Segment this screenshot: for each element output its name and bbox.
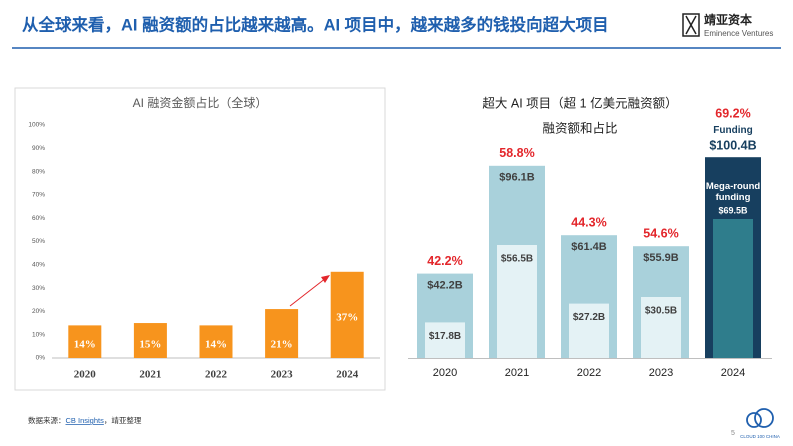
value-label: 15% [139,339,161,351]
share-label: 69.2% [715,106,750,120]
value-label: 14% [74,339,96,351]
y-tick-label: 0% [36,355,46,362]
trend-arrow [289,277,327,307]
badge-icon [746,412,762,428]
chart-title: 超大 AI 项目（超 1 亿美元融资额） [482,95,677,110]
value-label: $42.2B [427,280,463,292]
bar [199,325,233,358]
footer: 数据来源：CB Insights，靖亚整理 5 CLOUD 100 CHINA [28,408,780,439]
mega-round-bar [713,219,753,358]
x-tick-label: 2024 [336,369,359,381]
y-tick-label: 20% [32,308,45,315]
bar [68,325,102,358]
y-tick-label: 60% [32,215,45,222]
source-prefix: 数据来源： [28,415,66,425]
logo-icon-mark [685,15,697,35]
logo: 靖亚资本 Eminence Ventures [682,12,773,38]
value-label: $56.5B [501,254,533,265]
trend-arrowhead [321,275,330,283]
share-label: 58.8% [499,146,534,160]
y-tick-label: 50% [32,238,45,245]
y-tick-label: 90% [32,145,45,152]
share-label: 44.3% [571,215,606,229]
y-tick-label: 80% [32,168,45,175]
badge-icon [754,408,774,428]
logo-icon [682,13,700,37]
bar [265,309,299,358]
mega-round-bar [569,303,609,358]
mega-round-bar [497,245,537,358]
page-number: 5 [731,430,735,437]
x-tick-label: 2022 [577,367,601,379]
mega-round-bar [425,322,465,358]
x-tick-label: 2021 [505,367,529,379]
mega-round-bar [641,297,681,358]
value-label: $30.5B [645,306,677,317]
series-label: Mega-round funding [706,181,761,203]
source-suffix: ，靖亚整理 [104,415,142,425]
value-label: $100.4B [709,138,756,152]
share-label: 42.2% [427,254,462,268]
chart-frame [14,87,386,391]
x-tick-label: 2023 [271,369,294,381]
x-tick-label: 2020 [433,367,457,379]
value-label: 21% [271,339,293,351]
x-tick-label: 2024 [721,367,745,379]
value-label: 37% [336,311,358,323]
logo-sub: Eminence Ventures [704,29,773,38]
y-tick-label: 100% [28,122,45,129]
value-label: $96.1B [499,172,535,184]
chart-title: AI 融资金额占比（全球） [133,95,268,110]
value-label: $17.8B [429,331,461,342]
value-label: $61.4B [571,241,607,253]
badge-text: CLOUD 100 CHINA [740,434,780,439]
series-label: Funding [713,125,752,136]
x-tick-label: 2021 [139,369,161,381]
chart-subtitle: 融资额和占比 [542,120,617,135]
value-label: $27.2B [573,312,605,323]
x-tick-label: 2020 [74,369,97,381]
y-tick-label: 30% [32,285,45,292]
source-text: 数据来源：CB Insights，靖亚整理 [28,415,142,425]
logo-name: 靖亚资本 [704,12,752,27]
source-link[interactable]: CB Insights [66,416,105,425]
x-tick-label: 2022 [205,369,228,381]
x-tick-label: 2023 [649,367,673,379]
y-tick-label: 10% [32,331,45,338]
value-label: 14% [205,339,227,351]
bar [330,271,364,358]
share-label: 54.6% [643,226,678,240]
bar [133,323,167,358]
value-label: $55.9B [643,252,679,264]
slide-title: 从全球来看，AI 融资额的占比越来越高。AI 项目中，越来越多的钱投向超大项目 [22,14,609,34]
value-label: $69.5B [718,205,748,215]
y-tick-label: 40% [32,262,45,269]
y-tick-label: 70% [32,192,45,199]
